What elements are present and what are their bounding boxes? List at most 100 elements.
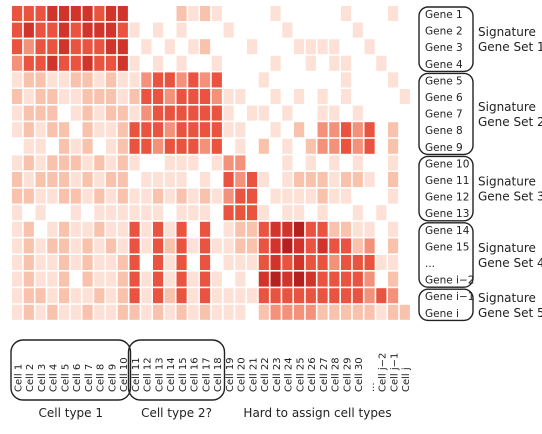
heatmap-cell (200, 138, 211, 154)
heatmap-cell (82, 271, 93, 287)
heatmap-cell (247, 89, 258, 104)
heatmap-cell (235, 138, 246, 154)
heatmap-cell (129, 271, 140, 287)
heatmap-cell (364, 22, 375, 38)
heatmap-cell (282, 271, 293, 287)
heatmap-cell (106, 39, 117, 55)
gene-set-label-line1: Signature (478, 100, 536, 114)
heatmap-cell (352, 89, 363, 104)
heatmap-cell (364, 155, 375, 171)
gene-label: Gene 14 (425, 225, 470, 237)
gene-label: Gene 7 (425, 109, 463, 121)
heatmap-cell (23, 22, 34, 38)
heatmap-cell (270, 288, 281, 304)
gene-label: Gene 5 (425, 75, 463, 87)
heatmap-cell (59, 138, 70, 154)
heatmap-cell (399, 72, 410, 88)
heatmap-cell (23, 271, 34, 287)
heatmap-cell (294, 105, 305, 121)
heatmap-cell (82, 304, 93, 320)
heatmap-cell (106, 55, 117, 71)
heatmap-cell (12, 288, 23, 304)
heatmap-cell (223, 172, 234, 187)
gene-set-bracket (418, 72, 474, 156)
gene-set-bracket (418, 155, 474, 222)
heatmap-cell (247, 288, 258, 304)
heatmap-cell (388, 39, 399, 55)
heatmap-cell (270, 155, 281, 171)
heatmap-cell (329, 155, 340, 171)
heatmap-cell (211, 138, 222, 154)
heatmap-cell (341, 22, 352, 38)
heatmap-cell (200, 39, 211, 55)
heatmap-cell (329, 39, 340, 55)
heatmap-cell (141, 205, 152, 221)
heatmap-cell (12, 39, 23, 55)
heatmap-cell (47, 155, 58, 171)
heatmap-cell (305, 155, 316, 171)
heatmap-cell (235, 221, 246, 237)
heatmap-cell (282, 255, 293, 270)
heatmap-cell (106, 22, 117, 38)
heatmap-cell (341, 138, 352, 154)
heatmap-cell (305, 238, 316, 254)
heatmap-cell (270, 105, 281, 121)
heatmap-cell (82, 255, 93, 270)
heatmap-cell (317, 172, 328, 187)
heatmap-cell (82, 89, 93, 104)
heatmap-cell (341, 271, 352, 287)
heatmap-cell (82, 221, 93, 237)
heatmap-cell (47, 138, 58, 154)
cell-label: Cell j (401, 367, 412, 392)
heatmap-cell (106, 138, 117, 154)
heatmap-cell (23, 6, 34, 21)
heatmap-cell (82, 288, 93, 304)
heatmap-cell (223, 288, 234, 304)
gene-set-label-line2: Gene Set 5 (478, 306, 542, 320)
heatmap-cell (200, 6, 211, 21)
heatmap-cell (59, 39, 70, 55)
gene-label: Gene 3 (425, 42, 463, 54)
heatmap-cell (200, 155, 211, 171)
heatmap-cell (129, 122, 140, 138)
heatmap-cell (294, 188, 305, 204)
heatmap-cell (341, 304, 352, 320)
heatmap-cell (258, 39, 269, 55)
gene-label: Gene i−1 (425, 291, 474, 303)
heatmap-cell (364, 105, 375, 121)
heatmap-cell (294, 205, 305, 221)
heatmap-cell (94, 155, 105, 171)
heatmap-cell (188, 238, 199, 254)
heatmap-cell (305, 205, 316, 221)
heatmap-cell (12, 105, 23, 121)
heatmap-cell (164, 205, 175, 221)
heatmap-cell (270, 89, 281, 104)
heatmap-cell (106, 238, 117, 254)
cell-type-bracket (10, 339, 132, 401)
heatmap-cell (23, 39, 34, 55)
heatmap-cell (82, 172, 93, 187)
heatmap-cell (305, 221, 316, 237)
heatmap-cell (376, 288, 387, 304)
heatmap-cell (59, 221, 70, 237)
cell-label: Cell 28 (331, 357, 342, 392)
heatmap-cell (211, 122, 222, 138)
heatmap-cell (164, 238, 175, 254)
heatmap-cell (399, 22, 410, 38)
heatmap-cell (106, 122, 117, 138)
heatmap-cell (141, 122, 152, 138)
heatmap-cell (282, 72, 293, 88)
heatmap-cell (247, 188, 258, 204)
heatmap-cell (188, 288, 199, 304)
heatmap-cell (117, 172, 128, 187)
gene-label: Gene 8 (425, 125, 463, 137)
gene-label: Gene 13 (425, 208, 469, 220)
heatmap-cell (200, 122, 211, 138)
cell-label: Cell 16 (190, 357, 201, 392)
heatmap-cell (82, 72, 93, 88)
heatmap-cell (235, 205, 246, 221)
heatmap-cell (153, 55, 164, 71)
heatmap-cell (247, 122, 258, 138)
heatmap-cell (12, 221, 23, 237)
heatmap-cell (47, 255, 58, 270)
